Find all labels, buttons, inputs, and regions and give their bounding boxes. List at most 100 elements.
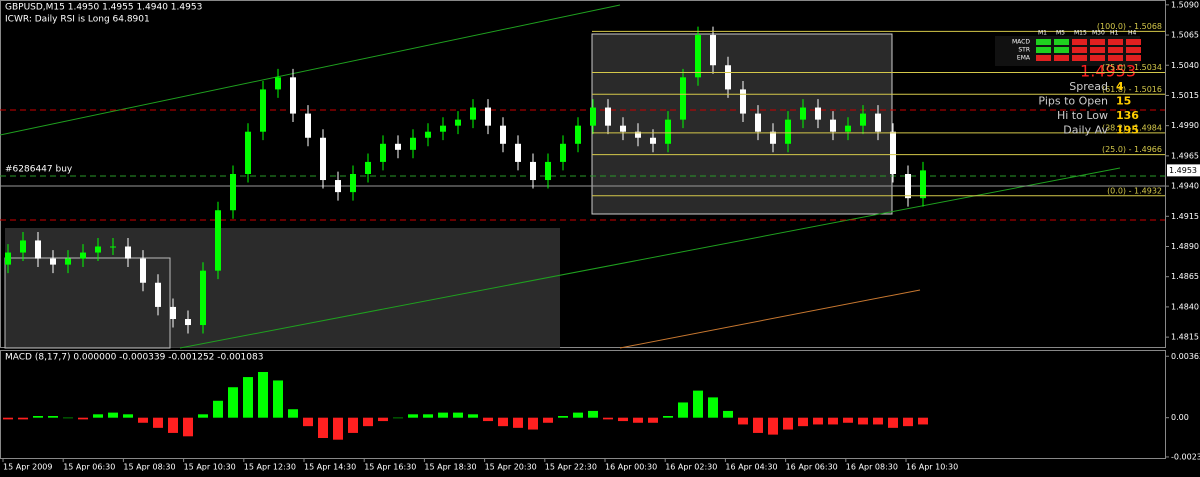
candle-body (830, 119, 836, 132)
candle-body (260, 89, 266, 132)
macd-bar (393, 417, 403, 419)
macd-bar (543, 417, 553, 423)
macd-bar (633, 417, 643, 423)
candle-body (740, 89, 746, 114)
macd-bar (798, 417, 808, 427)
candle-body (215, 210, 221, 271)
candle-body (275, 77, 281, 90)
candle-body (365, 161, 371, 174)
info-value: 195 (1116, 124, 1139, 137)
macd-bar (138, 417, 148, 423)
candle-body (65, 258, 71, 265)
candle-body (95, 246, 101, 253)
macd-bar (453, 412, 463, 418)
macd-bar (153, 417, 163, 428)
macd-bar (618, 417, 628, 422)
x-tick-label: 15 Apr 18:30 (424, 463, 476, 472)
indicator-cell (1090, 55, 1105, 61)
candle-body (920, 170, 926, 199)
macd-bar (558, 416, 568, 418)
y-tick-label: 1.5040 (1171, 61, 1199, 70)
y-tick-label: 1.5090 (1171, 0, 1199, 9)
macd-bar (348, 417, 358, 433)
macd-bar (63, 417, 73, 419)
candle-body (800, 107, 806, 120)
channel-line (619, 289, 921, 349)
info-value: 136 (1116, 109, 1139, 122)
candle-body (350, 174, 356, 193)
x-tick-label: 15 Apr 16:30 (364, 463, 416, 472)
x-tick-label: 15 Apr 22:30 (545, 463, 597, 472)
y-tick-label: 1.4915 (1171, 212, 1199, 221)
candle-body (110, 246, 116, 248)
candle-body (725, 65, 731, 90)
panel-price: 1.4953 (1080, 62, 1136, 81)
fib-label: (100.0) - 1.5068 (1097, 22, 1162, 31)
candle-body (875, 113, 881, 132)
candle-body (125, 246, 131, 259)
indicator-column: H4 (1128, 30, 1137, 37)
candle-body (170, 306, 176, 319)
macd-bar (78, 417, 88, 420)
candle-body (635, 131, 641, 138)
macd-bar (573, 412, 583, 418)
info-label: Spread (1069, 80, 1108, 93)
range-box-outline (4, 257, 171, 349)
candle-body (455, 119, 461, 126)
indicator-column: H1 (1110, 30, 1119, 37)
x-tick-label: 15 Apr 14:30 (304, 463, 356, 472)
macd-frame (0, 350, 1166, 459)
candle-body (620, 125, 626, 132)
macd-bar (678, 402, 688, 418)
x-tick-label: 15 Apr 20:30 (485, 463, 537, 472)
indicator-cell (1036, 47, 1051, 53)
fib-label: (38.2) - 1.4984 (1102, 123, 1162, 132)
indicator-cell (1072, 47, 1087, 53)
candle-body (590, 107, 596, 126)
fib-box (591, 33, 893, 215)
fib-label: (75.0) - 1.5034 (1102, 63, 1162, 72)
current-price-label: 1.4953 (1169, 166, 1197, 175)
candle-body (440, 125, 446, 132)
x-tick-label: 15 Apr 08:30 (123, 463, 175, 472)
x-tick-label: 16 Apr 04:30 (725, 463, 777, 472)
candle-body (575, 125, 581, 144)
candle-body (20, 240, 26, 253)
candle-body (890, 131, 896, 174)
indicator-row: EMA (1017, 55, 1031, 62)
macd-bar (93, 414, 103, 418)
candle-body (35, 240, 41, 259)
x-tick-label: 16 Apr 10:30 (906, 463, 958, 472)
macd-bar (48, 416, 58, 418)
indicator-cell (1090, 47, 1105, 53)
candle-body (245, 131, 251, 174)
macd-bar (228, 387, 238, 418)
macd-bar (813, 417, 823, 425)
macd-bar (33, 416, 43, 418)
macd-bar (438, 412, 448, 418)
candle-body (860, 113, 866, 126)
candle-body (290, 77, 296, 114)
y-tick-label: 1.4890 (1171, 242, 1199, 251)
macd-bar (528, 417, 538, 430)
candle-body (785, 119, 791, 144)
y-tick-label: 1.4990 (1171, 121, 1199, 130)
indicator-cell (1108, 55, 1123, 61)
fib-label: (25.0) - 1.4966 (1102, 145, 1162, 154)
indicator-cell (1036, 55, 1051, 61)
candle-body (155, 282, 161, 307)
indicator-row: MACD (1012, 39, 1030, 46)
candle-body (665, 119, 671, 144)
indicator-cell (1090, 39, 1105, 45)
indicator-cell (1126, 55, 1141, 61)
macd-title: MACD (8,17,7) 0.000000 -0.000339 -0.0012… (5, 353, 263, 363)
indicator-column: M30 (1092, 30, 1105, 37)
macd-bar (198, 414, 208, 418)
info-label: Hi to Low (1057, 109, 1108, 122)
channel-line (179, 167, 1121, 349)
order-label: #6286447 buy (5, 165, 73, 175)
chart-title: GBPUSD,M15 1.4950 1.4955 1.4940 1.4953 (5, 3, 202, 13)
candle-body (140, 258, 146, 283)
candle-body (200, 270, 206, 326)
